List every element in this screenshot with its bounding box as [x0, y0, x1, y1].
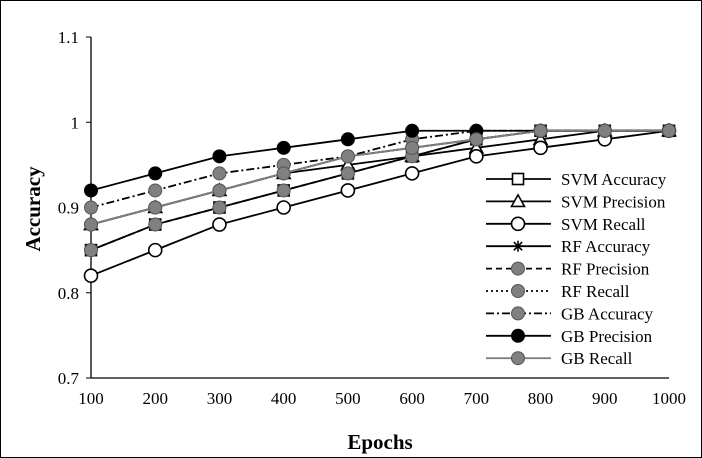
legend-label: RF Accuracy	[561, 237, 651, 256]
marker-circle-gray	[511, 306, 525, 321]
x-axis-title: Epochs	[347, 430, 412, 454]
series-line	[90, 129, 669, 209]
legend-label: GB Precision	[561, 327, 653, 346]
marker-circle-gray	[276, 183, 291, 198]
x-tick-label: 900	[592, 389, 618, 408]
marker-circle-open	[510, 216, 526, 232]
marker-circle-gray	[533, 123, 548, 138]
legend-item: SVM Recall	[486, 215, 646, 234]
marker-circle-black	[511, 328, 525, 343]
x-tick-label: 300	[207, 389, 233, 408]
marker-circle-gray	[662, 123, 676, 138]
marker-circle-open	[533, 140, 548, 156]
marker-circle-gray	[84, 243, 98, 258]
marker-circle-gray	[340, 166, 355, 181]
x-tick-label: 100	[78, 389, 104, 408]
marker-circle-gray	[511, 351, 525, 366]
legend-label: GB Accuracy	[561, 304, 654, 323]
x-tick-label: 1000	[652, 389, 686, 408]
legend-label: SVM Precision	[561, 192, 666, 211]
legend-item: SVM Accuracy	[486, 170, 667, 189]
marker-circle-gray	[148, 200, 163, 215]
marker-circle-gray	[84, 217, 98, 232]
y-axis-title: Accuracy	[21, 166, 45, 252]
legend-item: GB Recall	[486, 349, 633, 368]
tick-labels: 0.7 0.8 0.9 1 1.1 100 200 300 400 500 600 700 800 900…	[58, 28, 686, 408]
legend-item: RF Precision	[486, 260, 650, 279]
series-line	[90, 129, 669, 251]
y-tick-label: 0.8	[58, 284, 79, 303]
marker-circle-gray	[405, 140, 420, 155]
x-tick-label: 600	[399, 389, 425, 408]
marker-triangle	[510, 193, 526, 208]
marker-circle-gray	[511, 261, 525, 276]
marker-circle-open	[340, 183, 356, 198]
series-layer	[83, 122, 677, 284]
legend-item: RF Recall	[486, 282, 630, 301]
marker-circle-black	[405, 123, 420, 138]
y-tick-label: 0.7	[58, 369, 80, 388]
marker-circle-gray	[84, 200, 98, 215]
x-tick-label: 400	[271, 389, 297, 408]
marker-circle-gray	[340, 149, 355, 164]
marker-circle-open	[404, 166, 420, 181]
marker-circle-open	[147, 242, 163, 258]
legend-label: RF Precision	[561, 260, 650, 279]
x-tick-label: 500	[335, 389, 361, 408]
series-line	[90, 129, 669, 226]
marker-circle-gray	[212, 166, 227, 181]
x-tick-label: 200	[142, 389, 168, 408]
marker-star	[512, 240, 524, 252]
x-tick-label: 700	[464, 389, 490, 408]
marker-circle-gray	[212, 183, 227, 198]
marker-star-stroke	[513, 241, 523, 251]
series-gb-recall	[84, 123, 676, 232]
marker-circle-gray	[212, 200, 227, 215]
marker-circle-gray	[469, 132, 484, 147]
marker-circle-gray	[597, 123, 612, 138]
legend-label: SVM Accuracy	[561, 170, 667, 189]
y-tick-label: 1	[71, 113, 80, 132]
marker-circle-black	[84, 183, 98, 198]
marker-circle-gray	[148, 217, 163, 232]
y-tick-label: 1.1	[58, 28, 79, 47]
legend-label: RF Recall	[561, 282, 630, 301]
legend-item: GB Accuracy	[486, 304, 654, 323]
marker-circle-open	[276, 200, 291, 215]
legend: SVM Accuracy SVM Precision SVM Recall RF Ac…	[484, 165, 700, 371]
marker-circle-open	[83, 268, 99, 284]
marker-circle-gray	[276, 166, 291, 181]
marker-circle-black	[148, 166, 163, 181]
legend-item: RF Accuracy	[486, 237, 651, 256]
marker-square	[511, 172, 525, 186]
marker-circle-black	[340, 132, 355, 147]
y-tick-label: 0.9	[58, 199, 79, 218]
legend-item: SVM Precision	[486, 192, 666, 211]
marker-circle-gray	[148, 183, 163, 198]
x-tick-label: 800	[528, 389, 554, 408]
legend-label: SVM Recall	[561, 215, 646, 234]
marker-circle-open	[469, 149, 484, 164]
series-line	[90, 129, 670, 277]
marker-circle-black	[276, 140, 291, 155]
legend-label: GB Recall	[561, 349, 633, 368]
marker-circle-open	[212, 217, 227, 232]
marker-circle-gray	[511, 284, 525, 298]
legend-item: GB Precision	[486, 327, 653, 346]
marker-circle-black	[212, 149, 227, 164]
